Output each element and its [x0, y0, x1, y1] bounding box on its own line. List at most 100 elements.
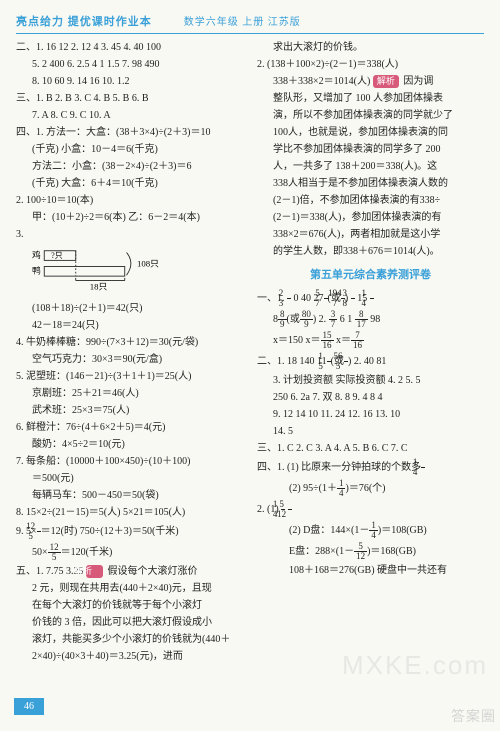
t: x＝: [334, 335, 352, 346]
right-column: 求出大滚灯的价钱。 2. (138＋100×2)÷(2－1)＝338(人) 33…: [257, 40, 484, 666]
t: ) 2. 40 81: [348, 356, 386, 367]
y4-1b: (2) 95÷(1＋14)＝76(个): [257, 479, 484, 498]
t: 因为调: [401, 76, 434, 87]
r10: (2－1)倍，不参加团体操表演的有338÷: [257, 193, 484, 208]
t: 二、1. 18 140 11: [257, 356, 327, 367]
frac: 716: [351, 331, 364, 350]
sec4-7a: 7. 每条船：(10000＋100×450)÷(10＋100): [16, 454, 243, 469]
sec4-1b: (千克) 小盒：10－4＝6(千克): [16, 142, 243, 157]
r9: 338人相当于是不参加团体操表演人数的: [257, 176, 484, 191]
r7: 学比不参加团体操表演的同学多了 200: [257, 142, 484, 157]
sec4-9a: 9. 5×125＝12(时) 750÷(12＋3)＝50(千米): [16, 522, 243, 541]
page-number: 46: [14, 698, 44, 715]
r2: 2. (138＋100×2)÷(2－1)＝338(人): [257, 57, 484, 72]
y3: 三、1. C 2. C 3. A 4. A 5. B 6. C 7. C: [257, 441, 484, 456]
frac: 512: [354, 542, 367, 561]
sec2-line2: 5. 2 400 6. 2.5 4 1 1.5 7. 98 490: [16, 57, 243, 72]
sec4-2a: 2. 100÷10＝10(本): [16, 193, 243, 208]
r1: 求出大滚灯的价钱。: [257, 40, 484, 55]
diag-label-ji: 鸡: [32, 248, 41, 259]
diag-label-108: 108只: [137, 258, 159, 268]
header-title: 亮点给力 提优课时作业本: [16, 14, 152, 31]
r6: 100人，也就是说，参加团体操表演的同: [257, 125, 484, 140]
y2b: 3. 计划投资额 实际投资额 4. 2 5. 5: [257, 373, 484, 388]
sec2-line3: 8. 10 60 9. 14 16 10. 1.2: [16, 74, 243, 89]
diag-label-q: ?只: [51, 250, 62, 259]
y2a: 二、1. 18 140 1115(或565) 2. 40 81: [257, 352, 484, 371]
frac: 14: [369, 521, 378, 540]
sec4-8: 8. 15×2÷(21－15)＝5(人) 5×21＝105(人): [16, 505, 243, 520]
frac: 817: [355, 310, 368, 329]
sec5-1a: 五、1. 7.75 3.25 解析 假设每个大滚灯涨价: [16, 564, 243, 579]
sec5-1d: 在每个大滚灯的价钱就等于每个小滚灯: [16, 598, 243, 613]
y2c: 250 6. 2a 7. 双 8. 8 9. 4 8 4: [257, 390, 484, 405]
sec4-1c: 方法二：小盒：(38－2×4)÷(2＋3)＝6: [16, 159, 243, 174]
diag-brace: [127, 252, 131, 275]
frac: 37: [329, 310, 338, 329]
r12: 338×2＝676(人)，两者相加就是这小学: [257, 227, 484, 242]
bar-diagram: 鸡 ?只 鸭 108只 18只: [32, 247, 172, 293]
y4-2d: 108＋168＝276(GB) 硬盘中一共还有: [257, 563, 484, 578]
t: 6 1: [337, 314, 355, 325]
sec4-4a: 4. 牛奶棒棒糖：990÷(7×3＋12)＝30(元/袋): [16, 335, 243, 350]
sec4-7b: ＝500(元): [16, 471, 243, 486]
r13: 的学生人数，即338＋676＝1014(人)。: [257, 244, 484, 259]
watermark-small: 答案圈: [451, 706, 496, 727]
sec4-3a: (108＋18)÷(2＋1)＝42(只): [16, 301, 243, 316]
sec4-1a: 四、1. 方法一：大盒：(38＋3×4)÷(2＋3)＝10: [16, 125, 243, 140]
frac: 125: [48, 543, 61, 562]
r11: (2－1)＝338(人)，参加团体操表演的有: [257, 210, 484, 225]
y4-2c: E盘：288×(1－512)＝168(GB): [257, 542, 484, 561]
y4-2a: 2. (1) 14 512: [257, 500, 484, 519]
sec4-1d: (千克) 大盒：6＋4＝10(千克): [16, 176, 243, 191]
r5: 演，所以不参加团体操表演的同学就少了: [257, 108, 484, 123]
t: 338＋338×2＝1014(人): [273, 76, 373, 87]
two-columns: 二、1. 16 12 2. 12 4 3. 45 4. 40 100 5. 2 …: [16, 40, 484, 666]
left-column: 二、1. 16 12 2. 12 4 3. 45 4. 40 100 5. 2 …: [16, 40, 243, 666]
sec4-3label: 3.: [16, 227, 243, 242]
frac: 809: [300, 310, 313, 329]
sec4-6b: 酸奶：4×5÷2＝10(元): [16, 437, 243, 452]
t: 50×: [32, 546, 48, 557]
y2d: 9. 12 14 10 11. 24 12. 16 13. 10: [257, 407, 484, 422]
y1b: 889(或809) 2. 37 6 1 817 98: [257, 310, 484, 329]
t: ＝12(时) 750÷(12＋3)＝50(千米): [41, 525, 179, 536]
t: )＝76(个): [345, 483, 385, 494]
sec4-2b: 甲：(10＋2)÷2＝6(本) 乙：6－2＝4(本): [16, 210, 243, 225]
sec4-4b: 空气巧克力：30×3＝90(元/盒): [16, 352, 243, 367]
sec2-line1: 二、1. 16 12 2. 12 4 3. 45 4. 40 100: [16, 40, 243, 55]
sec5-1c: 2 元，则现在共用去(440＋2×40)元，且现: [16, 581, 243, 596]
t: ) 2.: [313, 314, 329, 325]
sec5-1g: 2×40)÷(40×3＋40)＝3.25(元)，进而: [16, 649, 243, 664]
sec4-6a: 6. 鲜橙汁：76÷(4＋6×2＋5)＝4(元): [16, 420, 243, 435]
frac: 1516: [321, 331, 334, 350]
t: )＝168(GB): [367, 546, 416, 557]
r4: 整队形，又增加了 100 人参加团体操表: [257, 91, 484, 106]
explain-pill: 解析: [373, 75, 399, 89]
diag-label-18: 18只: [90, 281, 108, 291]
t: x＝150 x＝: [273, 335, 321, 346]
diag-label-ya: 鸭: [32, 264, 41, 275]
sec3-line1: 三、1. B 2. B 3. C 4. B 5. B 6. B: [16, 91, 243, 106]
sec5-1e: 价钱的 3 倍，因此可以把大滚灯假设成小: [16, 615, 243, 630]
t: 四、1. (1) 比原来一分钟拍球的个数多: [257, 462, 421, 473]
r8: 人，一共多了 138＋200＝338(人)。这: [257, 159, 484, 174]
frac: 14: [421, 458, 425, 477]
explain-pill: 解析: [86, 565, 103, 579]
t: (2) D盘：144×(1－: [289, 525, 369, 536]
y2e: 14. 5: [257, 424, 484, 439]
frac: 512: [288, 500, 292, 519]
r3: 338＋338×2＝1014(人) 解析 因为调: [257, 74, 484, 89]
sec4-5b: 京剧班：25＋21＝46(人): [16, 386, 243, 401]
sec3-line2: 7. A 8. C 9. C 10. A: [16, 108, 243, 123]
header-sub: 数学六年级 上册 江苏版: [184, 15, 301, 30]
sec4-5a: 5. 泥塑班：(146－21)÷(3＋1＋1)＝25(人): [16, 369, 243, 384]
test-title: 第五单元综合素养测评卷: [257, 267, 484, 284]
t: (或: [287, 314, 300, 325]
t: )＝108(GB): [378, 525, 427, 536]
frac: 89: [278, 310, 287, 329]
t: E盘：288×(1－: [289, 546, 354, 557]
sec5-1f: 滚灯，共能买多少个小滚灯的价钱就为(440＋: [16, 632, 243, 647]
page-root: 亮点给力 提优课时作业本 数学六年级 上册 江苏版 二、1. 16 12 2. …: [0, 0, 500, 676]
diag-bar-ya: [44, 266, 125, 276]
